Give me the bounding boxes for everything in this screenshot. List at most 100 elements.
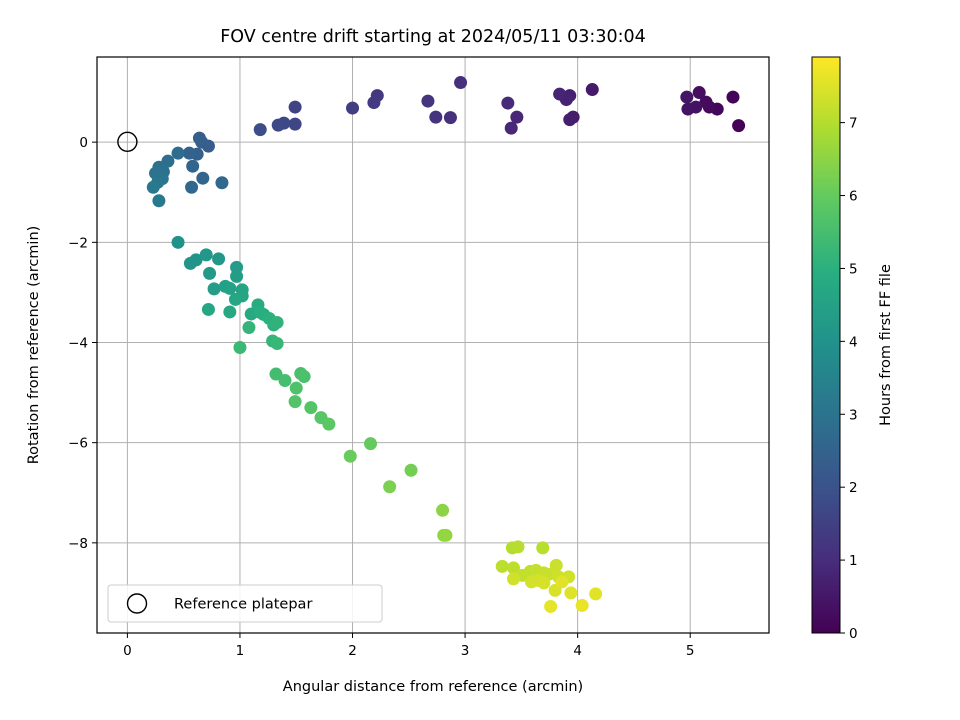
data-point	[429, 110, 443, 124]
colorbar-tick-label: 0	[849, 626, 858, 642]
data-point	[585, 83, 599, 97]
data-point	[575, 598, 589, 612]
data-point	[207, 282, 221, 296]
data-point	[699, 95, 713, 109]
data-point	[367, 96, 381, 110]
chart-title: FOV centre drift starting at 2024/05/11 …	[220, 27, 646, 47]
data-point	[555, 575, 569, 589]
data-point	[253, 123, 267, 137]
data-point	[195, 135, 209, 149]
data-point	[537, 576, 551, 590]
data-point	[269, 367, 283, 381]
data-point	[322, 417, 336, 431]
data-point	[553, 87, 567, 101]
y-tick-label: −8	[68, 536, 88, 552]
colorbar-tick-label: 3	[849, 407, 858, 423]
data-point	[196, 171, 210, 185]
data-point	[215, 176, 229, 190]
data-point	[436, 503, 450, 517]
data-point	[544, 599, 558, 613]
data-point	[443, 111, 457, 125]
data-point	[511, 540, 525, 554]
data-point	[304, 401, 318, 415]
data-point	[454, 76, 468, 90]
data-point	[421, 94, 435, 108]
data-point	[288, 100, 302, 114]
data-points	[146, 76, 746, 613]
legend-box	[107, 584, 383, 623]
data-point	[289, 381, 303, 395]
y-tick-label: −4	[68, 335, 88, 351]
colorbar-ticks: 0 1 2 3 4 5 6 7	[840, 116, 858, 642]
data-point	[228, 292, 242, 306]
colorbar: 0 1 2 3 4 5 6 7 Hours from first FF file	[811, 56, 894, 642]
data-point	[726, 90, 740, 104]
colorbar-tick-label: 1	[849, 553, 858, 569]
legend: Reference platepar	[107, 584, 383, 623]
data-point	[271, 118, 285, 132]
colorbar-tick-label: 2	[849, 480, 858, 496]
legend-marker	[126, 593, 148, 614]
data-point	[404, 463, 418, 477]
data-point	[185, 180, 199, 194]
data-point	[343, 449, 357, 463]
data-point	[732, 119, 746, 133]
data-point	[506, 572, 520, 586]
colorbar-tick-label: 4	[849, 334, 858, 350]
data-point	[549, 558, 563, 572]
reference-platepar-marker	[117, 131, 138, 153]
data-point	[563, 113, 577, 127]
y-tick-label: −6	[68, 436, 88, 452]
plot-frame	[96, 56, 770, 634]
x-tick-label: 0	[123, 643, 132, 659]
data-point	[146, 180, 160, 194]
data-point	[346, 101, 360, 115]
data-point	[501, 96, 515, 110]
data-point	[270, 315, 284, 329]
colorbar-tick-label: 6	[849, 189, 858, 205]
data-point	[223, 281, 237, 295]
data-point	[230, 269, 244, 283]
y-axis-ticks: 0 −2 −4 −6 −8	[68, 135, 97, 552]
x-tick-label: 4	[573, 643, 582, 659]
y-tick-label: −2	[68, 235, 88, 251]
data-point	[495, 559, 509, 573]
x-tick-label: 3	[461, 643, 470, 659]
colorbar-gradient	[811, 56, 841, 634]
data-point	[233, 341, 247, 355]
y-tick-label: 0	[79, 135, 88, 151]
x-axis-ticks: 0 1 2 3 4 5	[123, 633, 695, 659]
x-tick-label: 5	[686, 643, 695, 659]
x-axis-label: Angular distance from reference (arcmin)	[283, 679, 583, 695]
data-point	[680, 90, 694, 104]
colorbar-label: Hours from first FF file	[878, 264, 894, 426]
data-point	[189, 253, 203, 267]
data-point	[504, 121, 518, 135]
data-point	[278, 374, 292, 388]
data-point	[589, 587, 603, 601]
data-point	[288, 117, 302, 131]
data-point	[203, 266, 217, 280]
y-axis-label: Rotation from reference (arcmin)	[26, 226, 42, 465]
data-point	[510, 110, 524, 124]
x-tick-label: 2	[348, 643, 357, 659]
data-point	[186, 159, 200, 173]
data-point	[182, 146, 196, 160]
data-point	[270, 336, 284, 350]
data-point	[681, 102, 695, 116]
data-point	[439, 528, 453, 542]
legend-label: Reference platepar	[174, 597, 312, 613]
data-point	[223, 305, 237, 319]
x-tick-label: 1	[236, 643, 245, 659]
data-point	[383, 480, 397, 494]
data-point	[297, 370, 311, 384]
data-point	[242, 320, 256, 334]
data-point	[692, 86, 706, 100]
data-point	[288, 395, 302, 409]
data-point	[152, 194, 166, 208]
data-point	[536, 541, 550, 555]
data-point	[506, 561, 520, 575]
data-point	[230, 260, 244, 274]
data-point	[201, 302, 215, 316]
